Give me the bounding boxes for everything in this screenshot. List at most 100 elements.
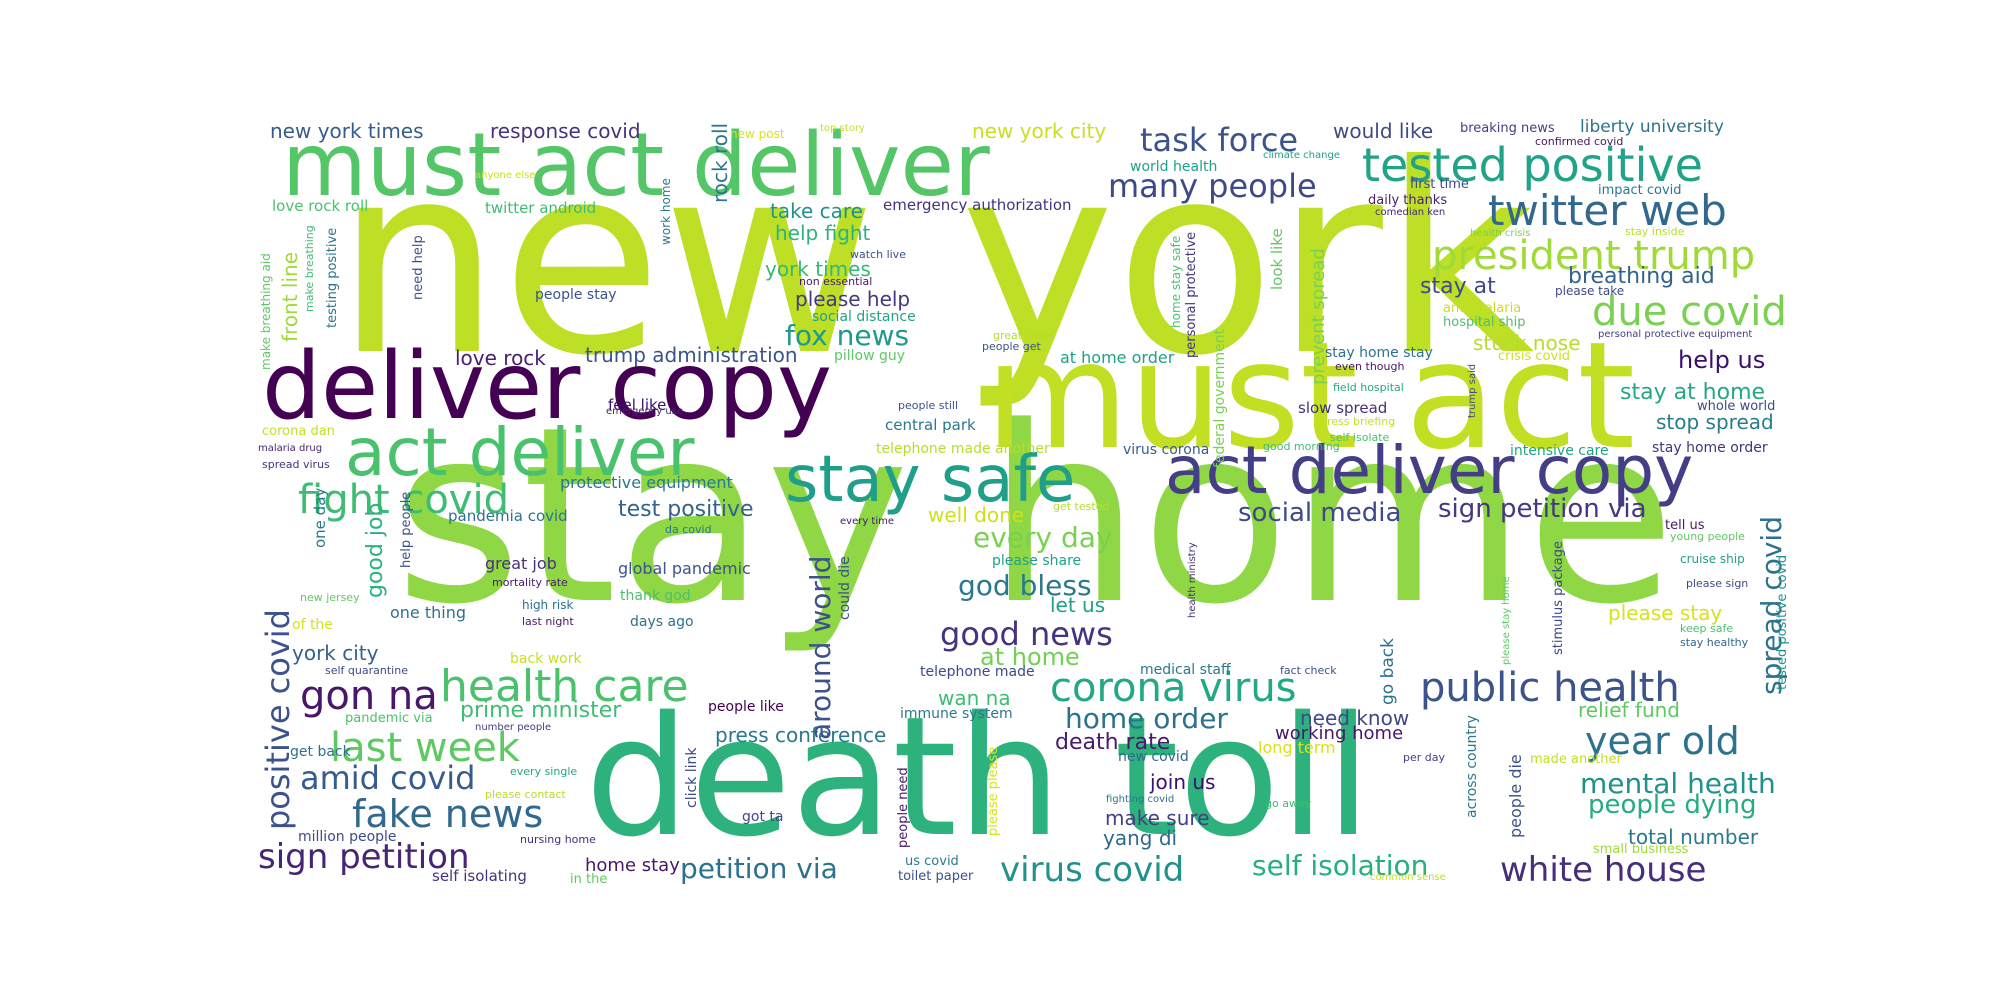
- word-liberty-university: liberty university: [1580, 117, 1724, 137]
- word-due-covid: due covid: [1592, 289, 1787, 335]
- word-cruise-ship: cruise ship: [1680, 552, 1745, 566]
- word-stay-safe: stay safe: [785, 443, 1076, 517]
- word-stop-spread: stop spread: [1656, 410, 1774, 434]
- word-anti-malaria: anti malaria: [1443, 301, 1522, 316]
- word-mental-health: mental health: [1580, 767, 1776, 800]
- word-even-though: even though: [1335, 360, 1405, 373]
- word-wan-na: wan na: [938, 686, 1011, 710]
- word-emergency-authorization: emergency authorization: [883, 196, 1072, 214]
- word-look-like: look like: [1268, 228, 1286, 290]
- word-virus-corona: virus corona: [1123, 442, 1210, 458]
- word-comedian-ken: comedian ken: [1375, 207, 1446, 218]
- word-sign-petition-via: sign petition via: [1438, 494, 1647, 524]
- word-people-stay: people stay: [535, 287, 617, 303]
- word-president-trump: president trump: [1432, 233, 1756, 279]
- word-corona-dan: corona dan: [262, 424, 335, 439]
- word-people-die: people die: [1506, 754, 1525, 838]
- word-need-know: need know: [1300, 706, 1410, 730]
- word-love-rock-roll: love rock roll: [272, 197, 369, 215]
- word-please-stay-home: please stay home: [1501, 576, 1512, 665]
- word-positive-covid: positive covid: [259, 609, 297, 830]
- word-non-essential: non essential: [799, 275, 873, 288]
- word-stuck-nose: stuck nose: [1473, 331, 1581, 355]
- word-task-force: task force: [1140, 121, 1299, 159]
- word-go-away: go away: [1265, 797, 1312, 810]
- word-self-isolation: self isolation: [1252, 849, 1429, 882]
- word-response-covid: response covid: [490, 119, 641, 143]
- word-would-like: would like: [1333, 119, 1434, 143]
- word-breaking-news: breaking news: [1460, 121, 1555, 136]
- word-york-times: york times: [765, 257, 871, 281]
- word-long-term: long term: [1258, 738, 1336, 757]
- word-every-single: every single: [510, 765, 578, 778]
- word-million-people: million people: [298, 829, 397, 845]
- word-telephone-made-another: telephone made another: [876, 441, 1050, 457]
- word-trump-said: trump said: [1467, 363, 1478, 418]
- word-common-sense: common sense: [1370, 872, 1446, 883]
- word-please-stay: please stay: [1608, 601, 1723, 625]
- word-feel-like: feel like: [608, 396, 667, 414]
- word-malaria-drug: malaria drug: [258, 443, 323, 454]
- word-top-story: top story: [820, 123, 865, 134]
- word-health-ministry: health ministry: [1187, 542, 1198, 618]
- word-petition-via: petition via: [680, 852, 838, 885]
- word-back-work: back work: [510, 651, 582, 667]
- word-fox-news: fox news: [785, 319, 910, 352]
- word-well-done: well done: [928, 503, 1025, 527]
- word-need-help: need help: [411, 235, 426, 300]
- word-good-morning: good morning: [1263, 440, 1340, 453]
- word-people-get: people get: [982, 340, 1041, 353]
- word-social-media: social media: [1238, 498, 1402, 528]
- word-da-covid: da covid: [665, 523, 712, 536]
- word-tested-positive: tested positive: [1362, 138, 1703, 192]
- word-fact-check: fact check: [1280, 664, 1337, 677]
- word-breathing-aid: breathing aid: [1568, 264, 1715, 289]
- word-climate-change: climate change: [1263, 150, 1340, 161]
- word-every-time: every time: [840, 516, 895, 527]
- word-self-isolating: self isolating: [432, 867, 527, 885]
- word-every-day: every day: [973, 521, 1113, 554]
- word-fighting-covid: fighting covid: [1106, 794, 1175, 805]
- word-home-order: home order: [1065, 702, 1228, 735]
- word-home-stay-safe: home stay safe: [1169, 235, 1183, 328]
- word-help-fight: help fight: [775, 221, 871, 245]
- word-work-home: work home: [659, 178, 673, 245]
- word-self-quarantine: self quarantine: [325, 664, 408, 677]
- word-let-us: let us: [1050, 593, 1106, 617]
- word-make-breathing-aid: make breathing aid: [259, 253, 273, 370]
- word-stay-home-stay: stay home stay: [1325, 345, 1433, 361]
- word-slow-spread: slow spread: [1298, 399, 1388, 417]
- word-stay-home-order: stay home order: [1652, 440, 1768, 456]
- word-hospital-ship: hospital ship: [1443, 315, 1526, 330]
- word-young-people: young people: [1670, 530, 1745, 543]
- word-must-act-deliver: must act deliver: [282, 114, 990, 216]
- word-whole-world: whole world: [1697, 399, 1776, 414]
- word-stimulus-package: stimulus package: [1551, 540, 1566, 655]
- word-working-home: working home: [1275, 723, 1404, 744]
- word-emergency-use: emergency use: [606, 406, 684, 417]
- word-health-care: health care: [440, 661, 689, 712]
- word-new-york-city: new york city: [972, 119, 1107, 143]
- word-love-rock: love rock: [455, 346, 546, 370]
- word-press-conference: press conference: [715, 723, 887, 747]
- word-good-news: good news: [940, 615, 1113, 653]
- word-last-night: last night: [522, 615, 574, 628]
- word-telephone-made: telephone made: [920, 664, 1035, 680]
- word-stay-home: stay home: [395, 375, 1676, 658]
- word-total-number: total number: [1628, 825, 1759, 849]
- word-personal-protective-equipment: personal protective equipment: [1598, 329, 1753, 340]
- word-many-people: many people: [1108, 167, 1317, 205]
- word-twitter-android: twitter android: [485, 199, 597, 217]
- word-home-stay: home stay: [585, 855, 680, 876]
- word-join-us: join us: [1150, 770, 1216, 794]
- word-front-line: front line: [278, 251, 302, 342]
- word-world-health: world health: [1130, 159, 1218, 175]
- word-get-tested: get tested: [1053, 500, 1110, 513]
- word-gon-na: gon na: [300, 673, 438, 719]
- word-new-covid: new covid: [1118, 749, 1189, 765]
- word-tested-positive-covid: tested positive covid: [1775, 554, 1790, 690]
- word-people-need: people need: [896, 767, 911, 848]
- word-yang-di: yang di: [1103, 826, 1178, 850]
- word-death-rate: death rate: [1055, 730, 1171, 755]
- word-thank-god: thank god: [620, 588, 691, 604]
